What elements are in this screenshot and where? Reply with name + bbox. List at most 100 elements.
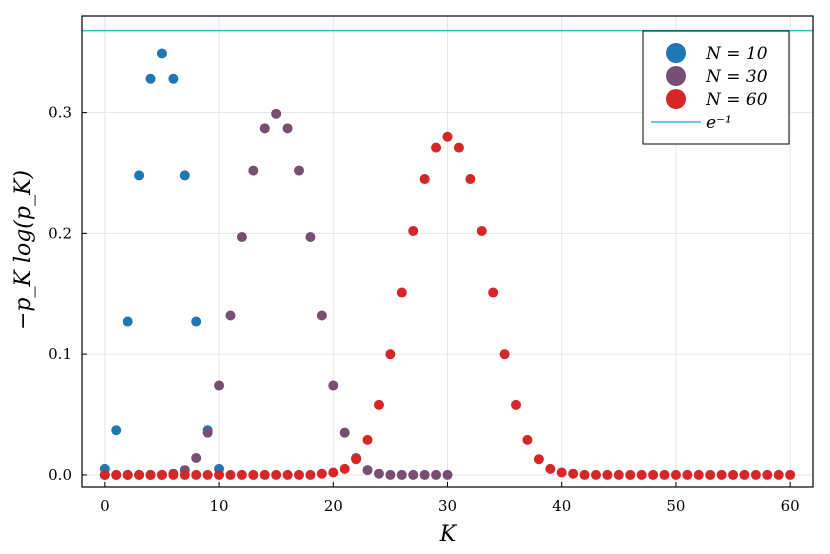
data-point: [579, 469, 590, 480]
data-point: [168, 469, 179, 480]
data-point: [373, 399, 384, 410]
data-point: [236, 469, 247, 480]
data-point: [648, 469, 659, 480]
x-tick-label: 60: [781, 497, 800, 515]
data-point: [179, 469, 190, 480]
data-point: [282, 123, 293, 134]
data-point: [602, 469, 613, 480]
data-point: [453, 142, 464, 153]
data-point: [339, 427, 350, 438]
data-point: [191, 453, 202, 464]
data-point: [373, 468, 384, 479]
y-tick-label: 0.0: [48, 466, 72, 484]
data-point: [122, 316, 133, 327]
legend-entry-n10: N = 10: [666, 43, 768, 64]
data-point: [396, 469, 407, 480]
data-point: [408, 225, 419, 236]
legend-entry-e-inverse: e⁻¹: [651, 113, 732, 133]
data-point: [568, 468, 579, 479]
legend-entry-n30: N = 30: [666, 66, 768, 87]
data-point: [716, 469, 727, 480]
legend-marker-n10: [666, 43, 686, 63]
data-point: [134, 170, 145, 181]
data-point: [156, 469, 167, 480]
data-point: [385, 349, 396, 360]
data-point: [236, 232, 247, 243]
data-point: [191, 469, 202, 480]
data-point: [385, 469, 396, 480]
data-point: [305, 232, 316, 243]
legend: N = 10 N = 30 N = 60 e⁻¹: [642, 30, 790, 145]
data-point: [419, 469, 430, 480]
data-point: [785, 469, 796, 480]
data-point: [408, 469, 419, 480]
y-tick-label: 0.3: [48, 104, 72, 122]
data-point: [762, 469, 773, 480]
data-point: [168, 73, 179, 84]
data-point: [248, 165, 259, 176]
data-point: [145, 469, 156, 480]
y-tick-label: 0.1: [48, 345, 72, 363]
data-point: [522, 434, 533, 445]
data-point: [214, 469, 225, 480]
data-point: [465, 174, 476, 185]
y-axis-title: −p_K log(p_K): [11, 170, 36, 330]
axis-ticks: 0 10 20 30 40 50 60 0.0 0.1 0.2 0.3: [48, 104, 800, 515]
data-point: [99, 469, 110, 480]
data-point: [259, 123, 270, 134]
data-point: [533, 454, 544, 465]
data-point: [156, 48, 167, 59]
data-point: [111, 469, 122, 480]
legend-entry-n60: N = 60: [666, 89, 768, 110]
data-point: [282, 469, 293, 480]
data-point: [670, 469, 681, 480]
data-point: [339, 463, 350, 474]
data-point: [705, 469, 716, 480]
x-tick-label: 50: [666, 497, 685, 515]
data-point: [693, 469, 704, 480]
data-point: [202, 427, 213, 438]
data-point: [214, 380, 225, 391]
data-point: [225, 469, 236, 480]
data-point: [316, 468, 327, 479]
data-point: [431, 469, 442, 480]
data-point: [750, 469, 761, 480]
data-point: [545, 463, 556, 474]
data-point: [271, 469, 282, 480]
data-point: [271, 108, 282, 119]
data-point: [682, 469, 693, 480]
data-point: [248, 469, 259, 480]
y-tick-label: 0.2: [48, 224, 72, 242]
data-point: [488, 287, 499, 298]
data-point: [305, 469, 316, 480]
x-tick-label: 20: [324, 497, 343, 515]
data-point: [499, 349, 510, 360]
data-point: [739, 469, 750, 480]
legend-label-n60: N = 60: [705, 90, 768, 110]
data-point: [134, 469, 145, 480]
data-point: [442, 131, 453, 142]
data-point: [294, 469, 305, 480]
data-point: [179, 170, 190, 181]
data-point: [122, 469, 133, 480]
data-point: [328, 467, 339, 478]
x-tick-label: 40: [552, 497, 571, 515]
data-point: [773, 469, 784, 480]
data-point: [728, 469, 739, 480]
x-axis-title: K: [439, 522, 458, 547]
x-tick-label: 10: [210, 497, 229, 515]
x-tick-label: 30: [438, 497, 457, 515]
data-point: [636, 469, 647, 480]
legend-label-n10: N = 10: [705, 44, 768, 64]
data-point: [442, 469, 453, 480]
data-point: [316, 310, 327, 321]
data-point: [659, 469, 670, 480]
data-point: [191, 316, 202, 327]
x-tick-label: 0: [100, 497, 110, 515]
data-point: [362, 465, 373, 476]
data-point: [396, 287, 407, 298]
data-point: [259, 469, 270, 480]
data-point: [362, 434, 373, 445]
data-point: [511, 399, 522, 410]
legend-label-n30: N = 30: [705, 67, 768, 87]
